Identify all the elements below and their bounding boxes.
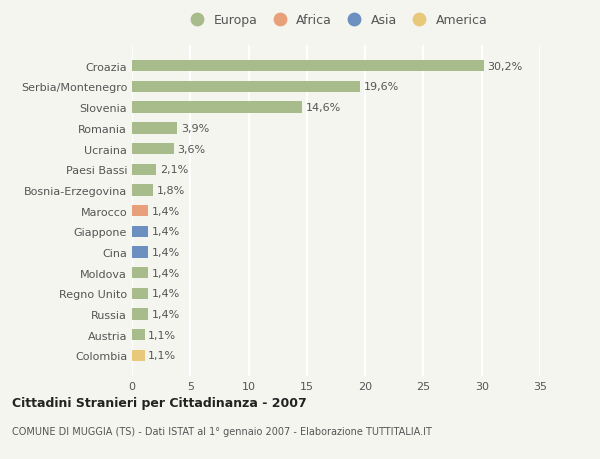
- Text: 1,4%: 1,4%: [152, 247, 180, 257]
- Text: 1,1%: 1,1%: [148, 330, 176, 340]
- Text: 1,4%: 1,4%: [152, 268, 180, 278]
- Text: 14,6%: 14,6%: [305, 103, 341, 113]
- Text: 19,6%: 19,6%: [364, 82, 399, 92]
- Text: 3,9%: 3,9%: [181, 123, 209, 134]
- Bar: [132, 123, 178, 134]
- Bar: [132, 144, 174, 155]
- Text: 2,1%: 2,1%: [160, 165, 188, 175]
- Bar: [132, 288, 148, 299]
- Text: COMUNE DI MUGGIA (TS) - Dati ISTAT al 1° gennaio 2007 - Elaborazione TUTTITALIA.: COMUNE DI MUGGIA (TS) - Dati ISTAT al 1°…: [12, 426, 432, 436]
- Bar: [132, 268, 148, 279]
- Text: 30,2%: 30,2%: [488, 62, 523, 72]
- Text: 1,4%: 1,4%: [152, 227, 180, 237]
- Bar: [132, 82, 361, 93]
- Text: 1,8%: 1,8%: [157, 185, 185, 196]
- Bar: [132, 350, 145, 361]
- Text: 1,1%: 1,1%: [148, 351, 176, 361]
- Text: 1,4%: 1,4%: [152, 206, 180, 216]
- Legend: Europa, Africa, Asia, America: Europa, Africa, Asia, America: [185, 13, 487, 27]
- Bar: [132, 164, 157, 175]
- Bar: [132, 185, 153, 196]
- Text: Cittadini Stranieri per Cittadinanza - 2007: Cittadini Stranieri per Cittadinanza - 2…: [12, 396, 307, 409]
- Text: 1,4%: 1,4%: [152, 289, 180, 299]
- Text: 1,4%: 1,4%: [152, 309, 180, 319]
- Bar: [132, 226, 148, 237]
- Text: 3,6%: 3,6%: [178, 144, 206, 154]
- Bar: [132, 309, 148, 320]
- Bar: [132, 61, 484, 72]
- Bar: [132, 247, 148, 258]
- Bar: [132, 330, 145, 341]
- Bar: [132, 206, 148, 217]
- Bar: [132, 102, 302, 113]
